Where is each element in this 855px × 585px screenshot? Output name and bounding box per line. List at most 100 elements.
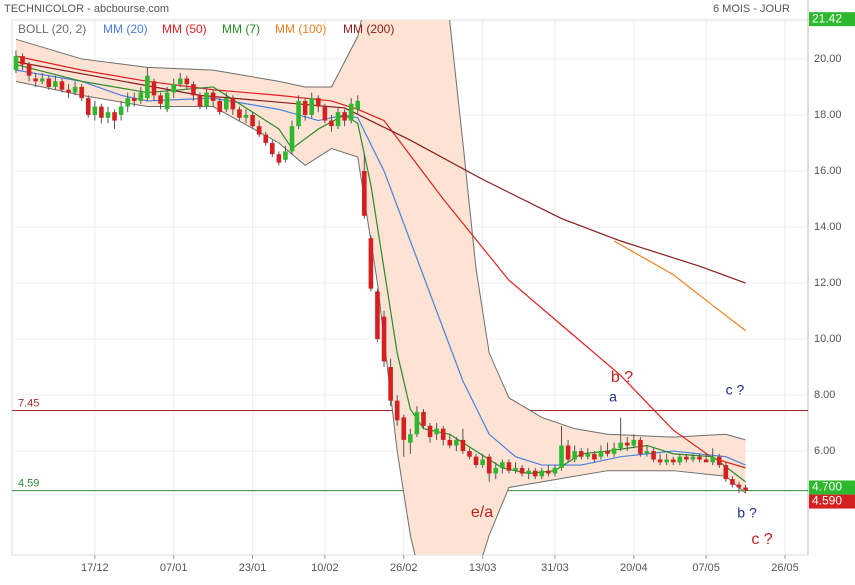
- candle-body: [690, 456, 696, 460]
- candle-body: [375, 291, 380, 340]
- candle-body: [631, 439, 637, 446]
- candle-body: [460, 439, 466, 452]
- candle-body: [164, 92, 170, 110]
- candle-body: [578, 451, 584, 457]
- y-tick-label: 18.00: [814, 109, 842, 121]
- moving-average: [15, 55, 746, 469]
- price-tag: 4.700: [812, 480, 842, 494]
- candle-body: [743, 487, 748, 491]
- candle-body: [138, 92, 144, 101]
- candle-body: [99, 106, 104, 118]
- candle-body: [585, 453, 591, 457]
- y-tick-label: 8.00: [814, 389, 835, 401]
- candle-body: [526, 470, 531, 474]
- candle-body: [440, 428, 446, 440]
- legend-entry: MM (50): [162, 22, 207, 36]
- candle-body: [177, 78, 183, 85]
- y-tick-label: 10.00: [814, 333, 842, 345]
- candle-body: [276, 154, 282, 163]
- candle-body: [539, 470, 545, 477]
- candle-body: [480, 459, 485, 466]
- candle-body: [26, 64, 32, 76]
- y-tick-label: 6.00: [814, 445, 835, 457]
- annotation: b ?: [737, 505, 757, 521]
- candle-body: [624, 442, 630, 446]
- candle-body: [256, 126, 262, 135]
- price-tag-box: [809, 12, 855, 27]
- x-tick-label: 10/02: [311, 562, 339, 574]
- candle-body: [434, 428, 439, 435]
- candle-body: [572, 451, 577, 460]
- candle-body: [611, 448, 617, 454]
- candle-body: [592, 453, 597, 460]
- candle-body: [670, 459, 676, 463]
- candle-body: [13, 56, 19, 71]
- candle-body: [506, 462, 512, 471]
- x-tick-label: 13/03: [469, 562, 497, 574]
- candle-body: [269, 142, 275, 155]
- reference-label: 4.59: [18, 477, 39, 489]
- candle-body: [651, 451, 656, 460]
- candle-body: [39, 78, 45, 82]
- candle-body: [171, 84, 176, 93]
- candle-body: [66, 89, 71, 93]
- candle-body: [92, 106, 98, 115]
- candle-body: [552, 467, 558, 474]
- candle-body: [20, 56, 25, 65]
- annotation: b ?: [611, 369, 633, 386]
- candle-body: [309, 98, 315, 115]
- header-period: 6 MOIS - JOUR: [713, 3, 790, 15]
- price-tag: 4.590: [812, 494, 842, 508]
- candle-body: [263, 134, 269, 143]
- x-tick-label: 07/05: [692, 562, 720, 574]
- candle-body: [408, 434, 413, 443]
- candle-body: [401, 417, 407, 440]
- candle-body: [618, 442, 623, 449]
- y-tick-label: 20.00: [814, 53, 842, 65]
- x-tick-label: 17/12: [81, 562, 109, 574]
- candle-body: [33, 78, 38, 82]
- candle-body: [427, 425, 433, 438]
- candle-body: [131, 98, 137, 101]
- candle-body: [197, 95, 203, 107]
- candle-body: [657, 459, 663, 463]
- price-tag: 21.42: [812, 11, 842, 25]
- candle-body: [79, 86, 84, 99]
- candle-body: [697, 456, 702, 460]
- candle-body: [736, 484, 742, 488]
- candle-body: [151, 81, 157, 96]
- candle-body: [394, 400, 400, 421]
- x-tick-label: 26/05: [771, 562, 799, 574]
- legend-entry: MM (7): [222, 22, 260, 36]
- candle-body: [381, 316, 387, 362]
- candle-body: [85, 98, 91, 115]
- legend-entry: MM (20): [103, 22, 148, 36]
- candle-body: [546, 470, 551, 474]
- annotation: e/a: [471, 504, 493, 521]
- candle-body: [191, 84, 196, 96]
- candle-body: [473, 456, 479, 466]
- candle-body: [684, 456, 689, 460]
- candle-body: [454, 439, 459, 446]
- candle-body: [210, 92, 216, 101]
- candle-body: [664, 459, 669, 463]
- candle-body: [565, 445, 571, 460]
- bollinger-upper: [15, 20, 746, 441]
- candle-body: [716, 456, 722, 466]
- candle-body: [486, 456, 492, 474]
- candle-body: [335, 112, 341, 127]
- candle-body: [388, 367, 393, 401]
- x-tick-label: 20/04: [620, 562, 648, 574]
- candle-body: [414, 411, 420, 435]
- candle-body: [296, 100, 301, 127]
- candle-body: [289, 126, 295, 152]
- candle-body: [217, 100, 223, 113]
- candle-body: [243, 114, 249, 118]
- candle-body: [250, 114, 255, 127]
- candle-body: [723, 465, 729, 480]
- candle-body: [513, 467, 518, 471]
- candle-body: [145, 75, 150, 99]
- y-tick-label: 16.00: [814, 165, 842, 177]
- candle-body: [329, 120, 334, 127]
